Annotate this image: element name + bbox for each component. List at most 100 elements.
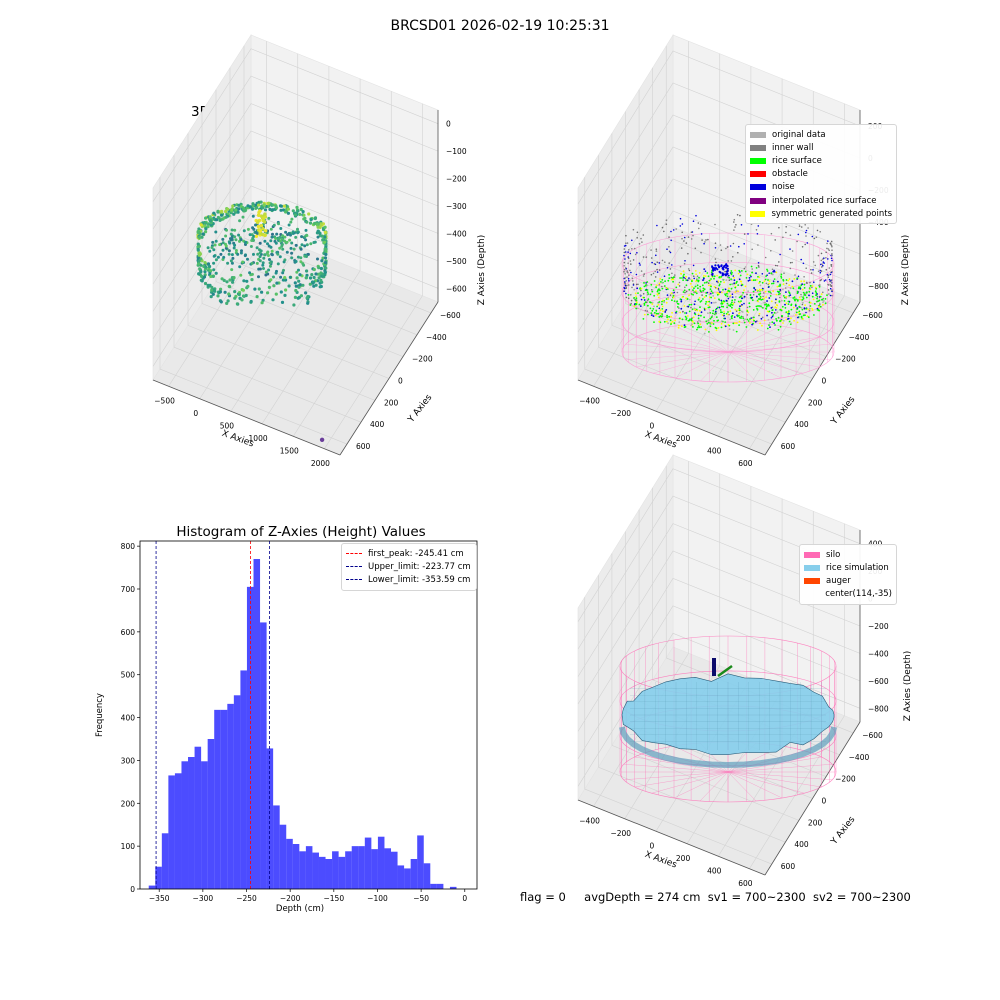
raw-point — [221, 237, 225, 241]
classify-surface-point — [743, 289, 745, 292]
classify-surface-point — [741, 303, 743, 306]
raw-point — [226, 299, 230, 303]
histogram-bar — [266, 748, 274, 889]
classify-wall-point — [627, 297, 630, 300]
raw-x-axis-label: X Axies — [220, 429, 255, 450]
classify-surface-point — [759, 284, 762, 287]
raw-point — [292, 303, 296, 307]
classify-surface-point — [775, 307, 778, 309]
classify-wall-point — [668, 262, 670, 264]
raw-point — [257, 203, 261, 207]
classify-surface-point — [659, 278, 662, 280]
classify-wall-point — [831, 289, 833, 292]
flag-value: flag = 0 — [520, 890, 566, 904]
classify-surface-point — [645, 284, 647, 287]
histogram-y-tick: 400 — [121, 714, 136, 723]
classify-wall-point — [704, 241, 706, 243]
raw-point — [309, 218, 313, 222]
classify-surface-point — [684, 312, 686, 314]
raw-point — [296, 209, 300, 213]
raw-point — [301, 210, 305, 214]
classify-wall-point — [736, 214, 739, 216]
raw-x-tick: 1000 — [249, 434, 268, 443]
classify-wall-point — [809, 281, 811, 284]
raw-point — [257, 210, 261, 215]
classify-wall-point — [800, 226, 803, 228]
histogram-bar — [391, 851, 398, 889]
raw-point — [274, 271, 278, 275]
classify-surface-point — [708, 279, 711, 282]
classify-wall-point — [646, 299, 649, 302]
classify-surface-point — [754, 289, 757, 291]
classify-surface-point — [793, 319, 795, 322]
classify-y-tick: 400 — [794, 420, 809, 429]
classify-surface-point — [740, 280, 743, 283]
simulation-3d-plot[interactable]: −400−20002004006006004002000−200−400−600… — [500, 420, 1000, 920]
histogram-y-tick: 300 — [121, 756, 136, 765]
classify-wall-point — [821, 263, 823, 265]
classify-wall-point — [671, 272, 673, 275]
classify-surface-point — [661, 278, 664, 281]
raw-point — [256, 252, 260, 256]
classify-wall-point — [729, 272, 732, 274]
histogram-bar — [364, 837, 372, 889]
histogram-bar — [188, 757, 195, 889]
histogram-chart[interactable]: −350 −300 −250 −200 −150 −100 −50 0010020030040… — [0, 500, 500, 1000]
histogram-bar — [332, 851, 339, 889]
classify-surface-point — [703, 282, 706, 284]
raw-point — [280, 300, 285, 304]
classify-surface-point — [743, 319, 745, 322]
classify-wall-point — [805, 229, 808, 232]
raw-point — [317, 266, 321, 270]
simulation-y-tick: −400 — [849, 753, 870, 762]
classify-surface-point — [787, 303, 790, 305]
classify-surface-point — [777, 328, 780, 331]
classify-surface-point — [663, 320, 666, 323]
classify-wall-point — [707, 238, 709, 241]
classify-wall-point — [631, 286, 633, 289]
classify-surface-point — [779, 288, 782, 291]
classify-wall-point — [762, 295, 764, 298]
classify-surface-point — [794, 304, 797, 307]
raw-point — [224, 244, 228, 248]
classify-surface-point — [730, 273, 733, 276]
classify-wall-point — [778, 226, 780, 229]
raw-grid-z — [152, 48, 439, 202]
classify-surface-point — [697, 322, 699, 325]
classify-surface-point — [759, 295, 762, 298]
classify-surface-point — [741, 311, 744, 313]
raw-point — [219, 287, 223, 291]
classify-surface-point — [703, 274, 705, 277]
raw-point — [316, 257, 319, 261]
raw-point — [323, 261, 328, 265]
classify-surface-point — [690, 303, 693, 306]
classify-surface-point — [663, 301, 665, 304]
classify-surface-point — [691, 308, 694, 311]
classify-surface-point — [686, 298, 689, 300]
histogram-bar — [220, 709, 228, 889]
classify-wall-point — [661, 259, 664, 262]
histogram-bar — [168, 775, 175, 889]
raw-point — [306, 301, 310, 305]
classify-surface-point — [788, 284, 791, 286]
raw-point — [196, 256, 200, 260]
raw-point — [308, 282, 312, 286]
classify-surface-point — [758, 305, 761, 307]
classify-surface-point — [748, 277, 751, 279]
classify-wall-point — [821, 266, 823, 268]
raw-grid-z — [152, 185, 439, 340]
classify-surface-point — [734, 291, 737, 293]
classify-noise-point — [720, 264, 723, 267]
classify-wall-point — [640, 289, 642, 292]
raw-x-axis-line — [152, 379, 341, 456]
raw-point — [258, 251, 262, 255]
raw-point — [229, 237, 232, 241]
raw-point — [201, 232, 205, 236]
classify-surface-point — [802, 291, 805, 294]
classify-wall-point — [719, 244, 722, 246]
classify-surface-point — [658, 320, 661, 323]
classify-3d-plot[interactable]: −400−20002004006006004002000−200−400−600… — [500, 0, 1000, 500]
raw-3d-plot[interactable]: −50005001000150020006004002000−200−400−6… — [0, 0, 500, 500]
classify-x-tick: 600 — [738, 459, 753, 468]
raw-point — [277, 237, 281, 241]
